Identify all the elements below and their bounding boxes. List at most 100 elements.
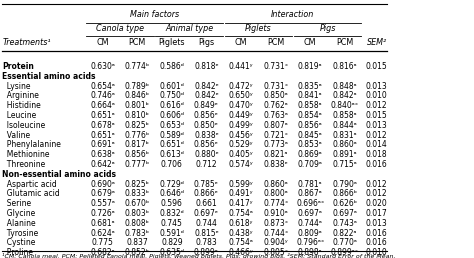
Text: 0.012: 0.012 [365,180,387,189]
Text: Canola type: Canola type [96,24,144,33]
Text: Pigs: Pigs [198,38,215,47]
Text: 0.417ʸ: 0.417ʸ [229,199,253,208]
Text: 0.844ᵃ: 0.844ᵃ [332,121,357,130]
Text: 0.013: 0.013 [365,82,387,91]
Text: 0.682ᵃ: 0.682ᵃ [91,248,115,257]
Text: 0.015: 0.015 [365,111,387,120]
Text: 0.441ʸ: 0.441ʸ [229,62,253,71]
Text: 0.650ʸ: 0.650ʸ [228,91,254,100]
Text: 0.841ᵃ: 0.841ᵃ [298,91,322,100]
Text: 0.821ᵃ: 0.821ᵃ [264,150,288,159]
Text: 0.745: 0.745 [161,219,183,228]
Text: Essential amino acids: Essential amino acids [2,72,96,81]
Text: Glycine: Glycine [2,209,36,218]
Text: Protein: Protein [2,62,34,71]
Text: 0.744ᵃ: 0.744ᵃ [298,219,323,228]
Text: 0.709ᵃ: 0.709ᵃ [298,160,323,169]
Text: 0.016: 0.016 [365,160,387,169]
Text: 0.557ᵃ: 0.557ᵃ [90,199,115,208]
Text: 0.586ᵈ: 0.586ᵈ [159,62,184,71]
Text: 0.866ᵉ: 0.866ᵉ [194,189,219,198]
Text: 0.012: 0.012 [365,131,387,140]
Text: 0.838ᵉ: 0.838ᵉ [194,131,219,140]
Text: Isoleucine: Isoleucine [2,121,46,130]
Text: 0.624ᵃ: 0.624ᵃ [90,229,115,238]
Text: 0.849ᵉ: 0.849ᵉ [194,101,219,110]
Text: 0.715ᵃ: 0.715ᵃ [332,160,357,169]
Text: 0.781ᵃ: 0.781ᵃ [298,180,322,189]
Text: 0.012: 0.012 [365,101,387,110]
Text: 0.833ᵇ: 0.833ᵇ [125,189,150,198]
Text: 0.783: 0.783 [196,238,217,247]
Text: 0.866ᵇ: 0.866ᵇ [332,189,357,198]
Text: 0.697ᵃ: 0.697ᵃ [332,209,357,218]
Text: PCM: PCM [128,38,146,47]
Text: 0.449ʸ: 0.449ʸ [228,111,254,120]
Text: 0.754ᵃ: 0.754ᵃ [228,209,254,218]
Text: 0.899ᵉ: 0.899ᵉ [194,248,219,257]
Text: 0.858ᵃ: 0.858ᵃ [298,101,322,110]
Text: 0.845ᵃ: 0.845ᵃ [298,131,323,140]
Text: 0.018: 0.018 [365,150,387,159]
Text: 0.635ᵈ: 0.635ᵈ [159,248,184,257]
Text: 0.829: 0.829 [161,238,182,247]
Text: 0.616ᵈ: 0.616ᵈ [159,101,184,110]
Text: SEM²: SEM² [366,38,387,47]
Text: 0.529ʸ: 0.529ʸ [229,140,253,149]
Text: 0.835ᵃ: 0.835ᵃ [298,82,323,91]
Text: Aspartic acid: Aspartic acid [2,180,57,189]
Text: 0.853ᵃ: 0.853ᵃ [298,140,323,149]
Text: Piglets: Piglets [159,38,185,47]
Text: 0.867ᵃ: 0.867ᵃ [298,189,323,198]
Text: 0.832ᵈ: 0.832ᵈ [159,209,184,218]
Text: 0.818ᵉ: 0.818ᵉ [194,62,219,71]
Text: 0.654ᵃ: 0.654ᵃ [90,82,115,91]
Text: 0.825ᵇ: 0.825ᵇ [125,121,150,130]
Text: 0.731ˣ: 0.731ˣ [263,82,288,91]
Text: 0.840ᵃˣ: 0.840ᵃˣ [331,101,359,110]
Text: 0.838ᵉ: 0.838ᵉ [263,160,288,169]
Text: 0.601ᵈ: 0.601ᵈ [159,82,184,91]
Text: 0.630ᵃ: 0.630ᵃ [90,62,115,71]
Text: 0.831ᵃ: 0.831ᵃ [333,131,357,140]
Text: 0.744: 0.744 [195,219,218,228]
Text: 0.712: 0.712 [196,160,217,169]
Text: 0.456ʸ: 0.456ʸ [228,131,254,140]
Text: CM: CM [235,38,247,47]
Text: PCM: PCM [267,38,284,47]
Text: 0.796ᵃˣ: 0.796ᵃˣ [296,238,324,247]
Text: Cystine: Cystine [2,238,36,247]
Text: 0.842ᵉ: 0.842ᵉ [194,91,219,100]
Text: 0.696ᵃˣ: 0.696ᵃˣ [296,199,324,208]
Text: 0.910ᵃ: 0.910ᵃ [263,209,288,218]
Text: 0.706: 0.706 [161,160,183,169]
Text: 0.790ᵃ: 0.790ᵃ [332,180,357,189]
Text: 0.017: 0.017 [365,209,387,218]
Text: 0.785ᵉ: 0.785ᵉ [194,180,219,189]
Text: 0.815ᵉ: 0.815ᵉ [194,229,219,238]
Text: 0.491ʸ: 0.491ʸ [229,189,253,198]
Text: 0.697ᵃ: 0.697ᵃ [298,209,323,218]
Text: Leucine: Leucine [2,111,36,120]
Text: 0.690ᵃ: 0.690ᵃ [90,180,115,189]
Text: 0.618ʸ: 0.618ʸ [229,219,253,228]
Text: 0.646ᵈ: 0.646ᵈ [159,189,184,198]
Text: Alanine: Alanine [2,219,36,228]
Text: 0.837: 0.837 [127,238,148,247]
Text: 0.679ᵃ: 0.679ᵃ [90,189,115,198]
Text: 0.466ʸ: 0.466ʸ [228,248,254,257]
Text: Lysine: Lysine [2,82,31,91]
Text: ¹CM: Canola meal, PCM: Pelleted canola meal, Piglets: weaned piglets, Pigs: grow: ¹CM: Canola meal, PCM: Pelleted canola m… [2,253,396,258]
Text: Phenylalanine: Phenylalanine [2,140,61,149]
Text: 0.754ᵃ: 0.754ᵃ [228,238,254,247]
Text: Tyrosine: Tyrosine [2,229,38,238]
Text: 0.642ᵃ: 0.642ᵃ [90,160,115,169]
Text: 0.651ᵈ: 0.651ᵈ [159,140,184,149]
Text: 0.438ʸ: 0.438ʸ [229,229,253,238]
Text: Non-essential amino acids: Non-essential amino acids [2,170,117,179]
Text: 0.405ʸ: 0.405ʸ [228,150,254,159]
Text: Proline: Proline [2,248,33,257]
Text: 0.574ʸ: 0.574ʸ [228,160,254,169]
Text: Valine: Valine [2,131,30,140]
Text: 0.681ᵃ: 0.681ᵃ [91,219,115,228]
